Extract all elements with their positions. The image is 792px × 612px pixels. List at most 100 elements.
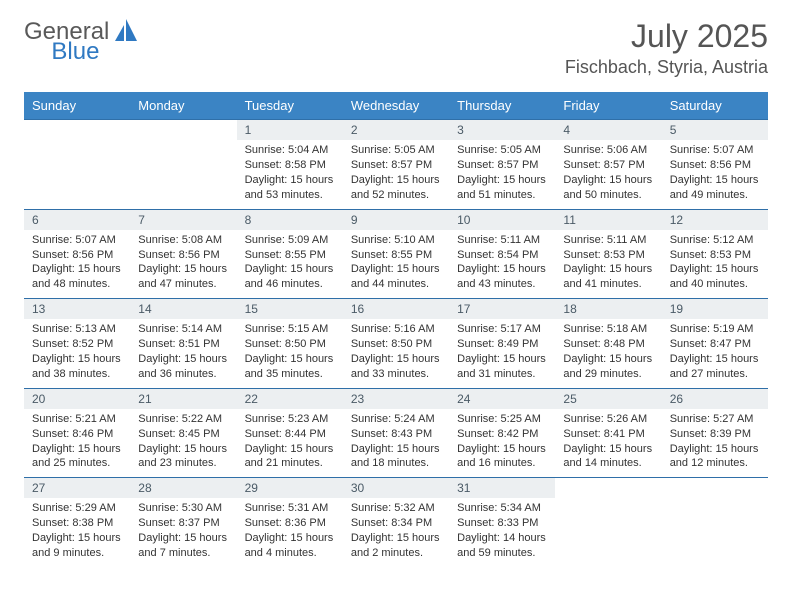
week-content-row: Sunrise: 5:29 AMSunset: 8:38 PMDaylight:… [24,498,768,566]
sunset-line: Sunset: 8:34 PM [351,516,441,531]
sunrise-line: Sunrise: 5:10 AM [351,233,441,248]
day-number-cell: 14 [130,299,236,320]
day-content-cell: Sunrise: 5:06 AMSunset: 8:57 PMDaylight:… [555,140,661,209]
sunset-line: Sunset: 8:38 PM [32,516,122,531]
day-number-cell: 22 [237,388,343,409]
sunrise-line: Sunrise: 5:13 AM [32,322,122,337]
daylight-line: Daylight: 15 hours and 48 minutes. [32,262,122,292]
daylight-line: Daylight: 15 hours and 41 minutes. [563,262,653,292]
sunset-line: Sunset: 8:48 PM [563,337,653,352]
day-number-cell: 7 [130,209,236,230]
day-content-cell: Sunrise: 5:05 AMSunset: 8:57 PMDaylight:… [343,140,449,209]
sunset-line: Sunset: 8:36 PM [245,516,335,531]
daylight-line: Daylight: 15 hours and 7 minutes. [138,531,228,561]
sunset-line: Sunset: 8:53 PM [563,248,653,263]
day-content-cell [130,140,236,209]
day-number-cell: 24 [449,388,555,409]
daylight-line: Daylight: 15 hours and 53 minutes. [245,173,335,203]
day-content-cell: Sunrise: 5:08 AMSunset: 8:56 PMDaylight:… [130,230,236,299]
weekday-header: Wednesday [343,92,449,120]
day-content-cell: Sunrise: 5:12 AMSunset: 8:53 PMDaylight:… [662,230,768,299]
day-number-cell: 1 [237,120,343,141]
week-content-row: Sunrise: 5:13 AMSunset: 8:52 PM Daylight:… [24,319,768,388]
weekday-header: Thursday [449,92,555,120]
daylight-line: Daylight: 15 hours and 33 minutes. [351,352,441,382]
sunset-line: Sunset: 8:58 PM [245,158,335,173]
daylight-line: Daylight: 15 hours and 21 minutes. [245,442,335,472]
sunrise-line: Sunrise: 5:16 AM [351,322,441,337]
daylight-line: Daylight: 15 hours and 23 minutes. [138,442,228,472]
sunset-line: Sunset: 8:57 PM [563,158,653,173]
calendar-table: SundayMondayTuesdayWednesdayThursdayFrid… [24,92,768,567]
day-content-cell: Sunrise: 5:17 AMSunset: 8:49 PMDaylight:… [449,319,555,388]
brand-part2: Blue [51,38,99,66]
sunrise-line: Sunrise: 5:06 AM [563,143,653,158]
day-content-cell: Sunrise: 5:34 AMSunset: 8:33 PMDaylight:… [449,498,555,566]
day-content-cell: Sunrise: 5:14 AMSunset: 8:51 PMDaylight:… [130,319,236,388]
sunrise-line: Sunrise: 5:04 AM [245,143,335,158]
week-daynum-row: 6789101112 [24,209,768,230]
day-content-cell: Sunrise: 5:07 AMSunset: 8:56 PMDaylight:… [662,140,768,209]
daylight-line: Daylight: 15 hours and 46 minutes. [245,262,335,292]
daylight-line: Daylight: 15 hours and 31 minutes. [457,352,547,382]
daylight-line: Daylight: 15 hours and 12 minutes. [670,442,760,472]
day-number-cell: 27 [24,478,130,499]
day-number-cell: 9 [343,209,449,230]
daylight-line: Daylight: 15 hours and 51 minutes. [457,173,547,203]
daylight-line: Daylight: 15 hours and 43 minutes. [457,262,547,292]
header: General Blue July 2025 Fischbach, Styria… [24,18,768,78]
sunset-line: Sunset: 8:50 PM [351,337,441,352]
day-number-cell: 20 [24,388,130,409]
sunset-line: Sunset: 8:56 PM [138,248,228,263]
day-number-cell: 4 [555,120,661,141]
day-content-cell: Sunrise: 5:15 AMSunset: 8:50 PMDaylight:… [237,319,343,388]
daylight-line: Daylight: 15 hours and 18 minutes. [351,442,441,472]
week-daynum-row: 12345 [24,120,768,141]
sunrise-line: Sunrise: 5:19 AM [670,322,760,337]
sunset-line: Sunset: 8:37 PM [138,516,228,531]
sunrise-line: Sunrise: 5:32 AM [351,501,441,516]
day-content-cell: Sunrise: 5:16 AMSunset: 8:50 PMDaylight:… [343,319,449,388]
day-number-cell: 26 [662,388,768,409]
daylight-line: Daylight: 14 hours and 59 minutes. [457,531,547,561]
day-number-cell: 18 [555,299,661,320]
day-content-cell: Sunrise: 5:09 AMSunset: 8:55 PMDaylight:… [237,230,343,299]
weekday-header: Friday [555,92,661,120]
day-content-cell: Sunrise: 5:11 AMSunset: 8:53 PMDaylight:… [555,230,661,299]
day-number-cell: 12 [662,209,768,230]
day-content-cell: Sunrise: 5:26 AMSunset: 8:41 PMDaylight:… [555,409,661,478]
day-number-cell [24,120,130,141]
day-number-cell: 11 [555,209,661,230]
week-daynum-row: 20212223242526 [24,388,768,409]
day-number-cell: 17 [449,299,555,320]
day-number-cell: 3 [449,120,555,141]
sails-icon [115,19,141,46]
day-number-cell [662,478,768,499]
week-content-row: Sunrise: 5:21 AMSunset: 8:46 PMDaylight:… [24,409,768,478]
day-content-cell: Sunrise: 5:07 AMSunset: 8:56 PMDaylight:… [24,230,130,299]
sunset-line: Sunset: 8:39 PM [670,427,760,442]
sunset-line: Sunset: 8:52 PM [32,337,122,352]
sunrise-line: Sunrise: 5:15 AM [245,322,335,337]
day-content-cell: Sunrise: 5:21 AMSunset: 8:46 PMDaylight:… [24,409,130,478]
day-content-cell: Sunrise: 5:10 AMSunset: 8:55 PMDaylight:… [343,230,449,299]
day-content-cell: Sunrise: 5:25 AMSunset: 8:42 PMDaylight:… [449,409,555,478]
brand-logo: General Blue [24,18,193,46]
sunset-line: Sunset: 8:45 PM [138,427,228,442]
day-content-cell [662,498,768,566]
day-number-cell: 23 [343,388,449,409]
daylight-line: Daylight: 15 hours and 9 minutes. [32,531,122,561]
week-daynum-row: 13141516171819 [24,299,768,320]
day-content-cell: Sunrise: 5:29 AMSunset: 8:38 PMDaylight:… [24,498,130,566]
day-content-cell: Sunrise: 5:11 AMSunset: 8:54 PMDaylight:… [449,230,555,299]
sunset-line: Sunset: 8:54 PM [457,248,547,263]
daylight-line: Daylight: 15 hours and 29 minutes. [563,352,653,382]
sunrise-line: Sunrise: 5:07 AM [670,143,760,158]
daylight-line: Daylight: 15 hours and 25 minutes. [32,442,122,472]
day-number-cell [555,478,661,499]
sunset-line: Sunset: 8:42 PM [457,427,547,442]
sunrise-line: Sunrise: 5:34 AM [457,501,547,516]
day-number-cell: 28 [130,478,236,499]
day-number-cell: 16 [343,299,449,320]
sunrise-line: Sunrise: 5:17 AM [457,322,547,337]
